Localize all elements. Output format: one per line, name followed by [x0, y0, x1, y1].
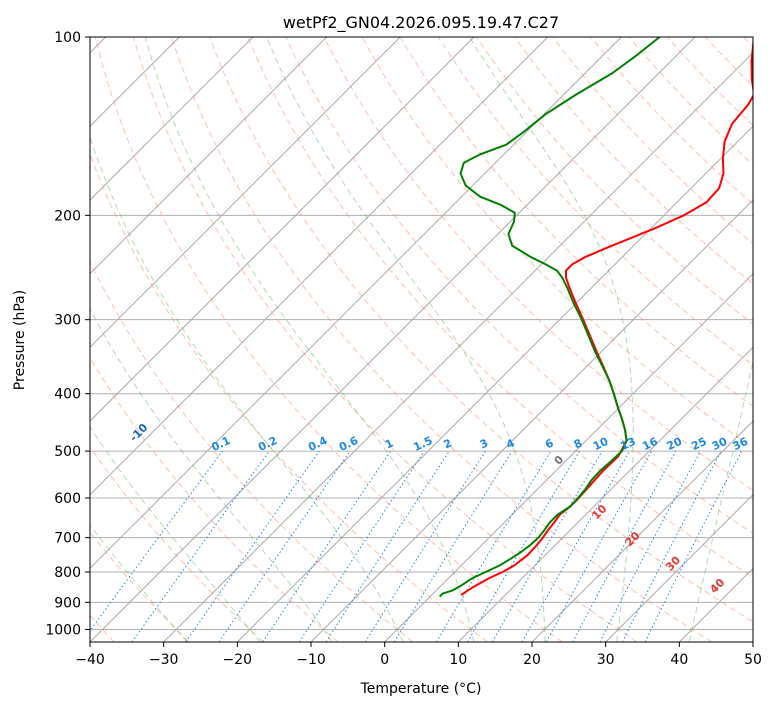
isotherm-line [384, 272, 753, 642]
isotherm-line [90, 37, 622, 570]
isotherm-line [90, 37, 401, 349]
y-tick-label: 100 [54, 30, 81, 46]
moist-adiabat-line [90, 524, 188, 642]
dry-adiabat-line [94, 37, 563, 642]
chart-title: wetPf2_GN04.2026.095.19.47.C27 [283, 13, 559, 33]
dewpoint-profile-line [438, 37, 661, 598]
axes-ticks: −40 −30 −20 −10 0 10 20 30 40 50 1000 900 800 700 600 5… [45, 30, 762, 668]
dry-adiabat-line [476, 37, 753, 325]
mixing-ratio-line [90, 450, 223, 632]
mixing-ratio-line [185, 450, 320, 642]
isotherm-line [90, 37, 549, 496]
moist-adiabat-line [144, 37, 475, 642]
dry-adiabat-line [90, 356, 339, 642]
mixing-ratio-line [298, 450, 425, 642]
dry-adiabat-line [209, 37, 753, 623]
isotherm-line [90, 37, 696, 642]
dry-adiabat-line [171, 37, 712, 642]
mixing-ratio-line [521, 450, 630, 642]
x-tick-label: 50 [744, 652, 762, 668]
y-tick-label: 600 [54, 491, 81, 507]
x-tick-label: 40 [670, 652, 688, 668]
mixing-ratio-label: 30 [710, 435, 730, 453]
moist-adiabat-line [90, 308, 333, 642]
dry-adiabat-line [90, 446, 264, 642]
x-tick-label: 10 [449, 652, 467, 668]
dry-adiabat-line [285, 37, 753, 535]
isotherm-line [90, 37, 254, 201]
isotherm-line [90, 37, 475, 422]
x-tick-label: 20 [523, 652, 541, 668]
x-tick-label: −10 [296, 652, 326, 668]
dry-adiabat-line [90, 260, 414, 642]
isotherm-line [163, 51, 753, 642]
plot-frame [89, 36, 754, 643]
mixing-ratio-line [393, 450, 513, 642]
y-tick-label: 800 [54, 565, 81, 581]
x-tick-label: −30 [149, 652, 179, 668]
mixing-ratio-label: 16 [640, 435, 660, 453]
mixing-ratio-label: 36 [731, 435, 751, 453]
x-tick-label: −20 [223, 652, 253, 668]
x-tick-label: 30 [597, 652, 615, 668]
temperature-profile-line [460, 37, 753, 596]
mixing-ratio-label: 20 [665, 435, 685, 453]
mixing-ratio-line [644, 450, 743, 642]
isotherm-line [605, 493, 753, 642]
y-axis-label: Pressure (hPa) [12, 290, 28, 390]
isotherm-line [457, 346, 753, 642]
series-lines [438, 37, 753, 598]
moist-adiabat-line [688, 358, 753, 642]
dry-adiabat-line [132, 37, 638, 642]
y-tick-label: 1000 [45, 622, 81, 638]
x-tick-label: 0 [380, 652, 389, 668]
mixing-ratio-line [325, 450, 450, 642]
mixing-ratio-line [572, 450, 677, 642]
background-lines [90, 37, 753, 642]
moist-adiabat-line [266, 37, 546, 642]
mixing-ratio-label: 13 [618, 435, 637, 453]
dry-adiabat-line [514, 37, 753, 285]
y-tick-label: 700 [54, 531, 81, 547]
y-tick-label: 200 [54, 208, 81, 224]
mixing-ratio-line [262, 450, 392, 642]
x-axis-label: Temperature (°C) [360, 681, 482, 697]
mixing-ratio-label: 10 [591, 435, 611, 453]
isotherm-line [531, 420, 753, 642]
mixing-ratio-line [218, 450, 351, 642]
y-tick-label: 400 [54, 387, 81, 403]
dry-adiabat-line [323, 37, 753, 491]
y-tick-label: 500 [54, 444, 81, 460]
x-tick-label: −40 [75, 652, 105, 668]
y-tick-label: 900 [54, 595, 81, 611]
mixing-ratio-line [131, 450, 270, 642]
isotherm-line [90, 37, 328, 275]
moist-adiabat-line [90, 426, 261, 642]
mixing-ratio-line [545, 450, 653, 642]
isotherm-line [236, 125, 753, 642]
y-tick-label: 300 [54, 313, 81, 329]
dry-adiabat-line [247, 37, 753, 578]
moist-adiabat-line [90, 135, 404, 642]
mixing-ratio-label: 25 [689, 435, 708, 453]
